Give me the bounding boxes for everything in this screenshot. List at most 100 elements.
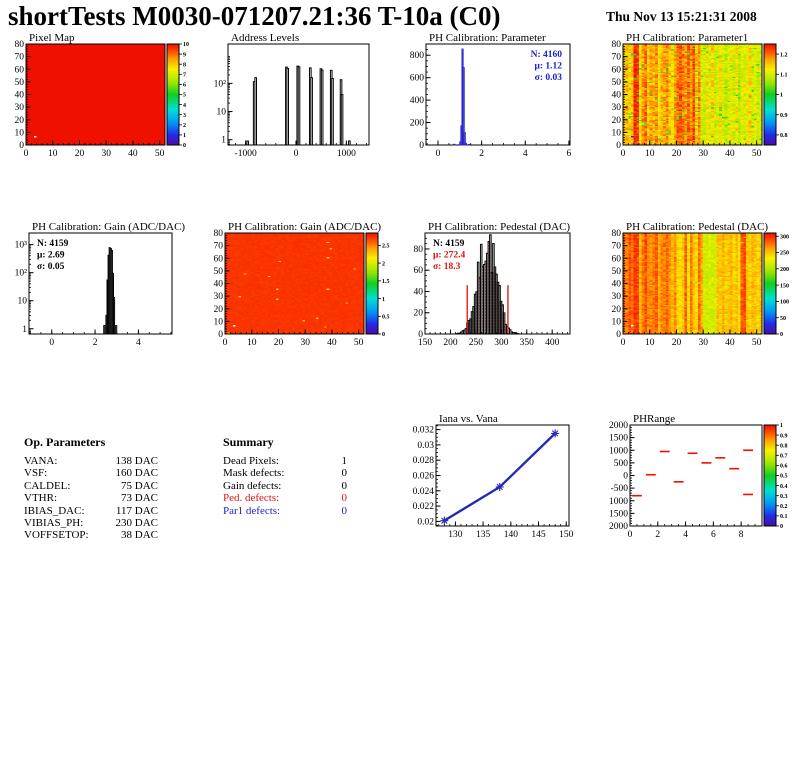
list-row: Dead Pixels: 1 <box>223 455 347 467</box>
svg-text:0: 0 <box>19 141 24 151</box>
svg-text:3: 3 <box>183 113 186 119</box>
svg-text:40: 40 <box>612 280 622 290</box>
svg-text:50: 50 <box>214 267 224 277</box>
ph_param1_map-canvas <box>623 44 762 145</box>
svg-text:2: 2 <box>655 530 660 540</box>
svg-text:0: 0 <box>223 338 228 348</box>
svg-text:1000: 1000 <box>609 446 628 456</box>
svg-text:σ: 0.05: σ: 0.05 <box>37 262 65 272</box>
svg-text:30: 30 <box>698 338 708 348</box>
svg-text:1.5: 1.5 <box>382 279 390 285</box>
svg-text:1000: 1000 <box>337 149 356 159</box>
svg-text:10: 10 <box>645 338 655 348</box>
row-value: 38 DAC <box>121 529 158 542</box>
svg-text:2000: 2000 <box>609 522 628 532</box>
row-value: 230 DAC <box>115 517 158 530</box>
row-label: Ped. defects: <box>223 492 280 505</box>
row-label: CALDEL: <box>24 479 71 492</box>
svg-text:135: 135 <box>476 530 491 540</box>
summary-block: Summary Dead Pixels: 1 Mask defects: 0 Gain … <box>199 411 398 561</box>
svg-text:PHRange: PHRange <box>633 413 675 425</box>
svg-text:4: 4 <box>183 103 186 109</box>
svg-text:30: 30 <box>214 292 224 302</box>
list-row: VOFFSETOP: 38 DAC <box>24 529 158 541</box>
plot-pedestal-map: PH Calibration: Pedestal (DAC) 0 10 20 30 40 5… <box>597 221 796 371</box>
list-row: Ped. defects: 0 <box>223 492 347 504</box>
row-label: Mask defects: <box>223 467 285 480</box>
list-row: VANA: 138 DAC <box>24 455 158 467</box>
svg-text:50: 50 <box>15 78 25 88</box>
op-parameters-rows: VANA: 138 DAC VSF: 160 DAC CALDEL: 75 DAC VTHR… <box>0 455 199 542</box>
svg-text:0: 0 <box>183 143 186 149</box>
svg-text:40: 40 <box>725 149 735 159</box>
svg-text:20: 20 <box>612 305 622 315</box>
plot-pedestal-hist: PH Calibration: Pedestal (DAC) 150 200 250 3… <box>398 221 597 371</box>
plot-ph-parameter: PH Calibration: Parameter 0 2 4 6 0 200 400 600 8… <box>398 32 597 182</box>
svg-text:1000: 1000 <box>609 497 628 507</box>
address_levels-svg: Address Levels -1000 0 1000 1 10 10² <box>214 32 370 159</box>
svg-text:4: 4 <box>683 530 688 540</box>
iana-svg: Iana vs. Vana 130 135 140 145 150 0.02 0.022 0.0… <box>413 413 574 540</box>
svg-text:20: 20 <box>672 338 682 348</box>
list-row: VTHR: 73 DAC <box>24 492 158 504</box>
svg-text:10: 10 <box>612 128 622 138</box>
svg-text:1: 1 <box>183 133 186 139</box>
svg-text:80: 80 <box>15 40 25 50</box>
svg-text:300: 300 <box>494 338 509 348</box>
svg-text:800: 800 <box>410 51 425 61</box>
list-row: CALDEL: 75 DAC <box>24 480 158 492</box>
pixel_map-canvas <box>26 44 165 145</box>
svg-text:1.2: 1.2 <box>780 52 788 58</box>
svg-text:N: 4160: N: 4160 <box>531 50 563 60</box>
svg-text:50: 50 <box>612 267 622 277</box>
svg-text:Address Levels: Address Levels <box>231 32 299 44</box>
gain_map-svg: PH Calibration: Gain (ADC/DAC)0 10 20 30 40 5… <box>214 221 390 348</box>
gain_map-canvas <box>225 233 364 334</box>
svg-text:0.2: 0.2 <box>780 504 788 510</box>
row-value: 0 <box>341 504 348 517</box>
svg-text:2: 2 <box>183 123 186 129</box>
op-parameters-heading: Op. Parameters <box>24 435 106 449</box>
svg-text:0.026: 0.026 <box>413 472 435 482</box>
svg-text:40: 40 <box>414 287 424 297</box>
page-title: shortTests M0030-071207.21:36 T-10a (C0) <box>8 1 501 31</box>
svg-text:500: 500 <box>614 459 629 469</box>
row-label: VOFFSETOP: <box>24 529 89 542</box>
svg-text:145: 145 <box>531 530 546 540</box>
svg-text:0.8: 0.8 <box>780 133 788 139</box>
svg-text:4: 4 <box>136 338 141 348</box>
svg-text:70: 70 <box>15 53 25 63</box>
svg-text:10²: 10² <box>15 269 28 279</box>
list-row: Mask defects: 0 <box>223 467 347 479</box>
gain_hist-svg: PH Calibration: Gain (ADC/DAC) 0 2 4 1 10 10² 1… <box>15 221 186 348</box>
svg-text:0.028: 0.028 <box>413 456 435 466</box>
svg-text:10: 10 <box>48 149 58 159</box>
svg-text:10: 10 <box>18 297 28 307</box>
row-value: 138 DAC <box>115 455 158 467</box>
svg-text:10: 10 <box>15 128 25 138</box>
svg-text:30: 30 <box>698 149 708 159</box>
svg-text:9: 9 <box>183 52 186 58</box>
row-label: IBIAS_DAC: <box>24 504 85 517</box>
op-parameters-block: Op. Parameters VANA: 138 DAC VSF: 160 DAC CA… <box>0 411 199 561</box>
svg-text:80: 80 <box>214 229 224 239</box>
svg-text:0: 0 <box>780 524 783 530</box>
svg-text:60: 60 <box>414 266 424 276</box>
svg-text:70: 70 <box>612 242 622 252</box>
svg-text:0.6: 0.6 <box>780 464 788 470</box>
list-row: Gain defects: 0 <box>223 480 347 492</box>
pedestal_map-canvas <box>623 233 762 334</box>
svg-text:10: 10 <box>183 42 189 48</box>
svg-text:0.5: 0.5 <box>382 314 390 320</box>
svg-text:80: 80 <box>612 40 622 50</box>
pedestal_hist-svg: PH Calibration: Pedestal (DAC)150 200 250 3… <box>414 221 571 348</box>
svg-text:70: 70 <box>612 53 622 63</box>
svg-text:40: 40 <box>327 338 337 348</box>
svg-text:0.5: 0.5 <box>780 474 788 480</box>
svg-text:2: 2 <box>479 149 484 159</box>
list-row: IBIAS_DAC: 117 DAC <box>24 505 158 517</box>
svg-text:70: 70 <box>214 242 224 252</box>
svg-text:PH Calibration: Gain (ADC/DAC): PH Calibration: Gain (ADC/DAC) <box>228 221 381 233</box>
svg-text:250: 250 <box>469 338 484 348</box>
